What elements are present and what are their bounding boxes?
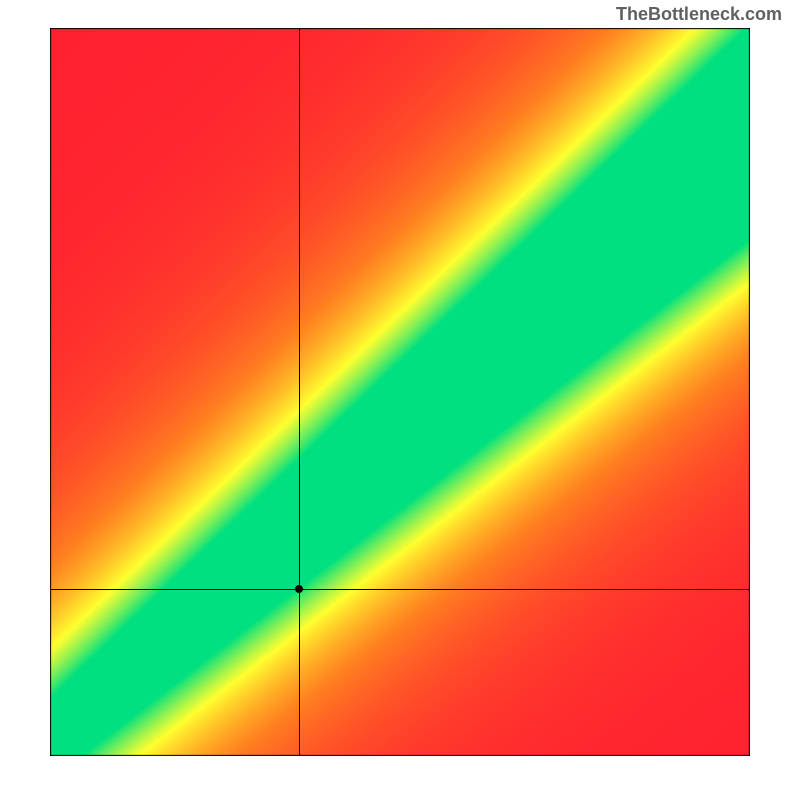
heatmap-chart: [50, 28, 750, 756]
heatmap-canvas: [50, 28, 750, 756]
crosshair-vertical: [299, 28, 300, 756]
watermark-text: TheBottleneck.com: [616, 4, 782, 25]
marker-dot: [295, 585, 303, 593]
crosshair-horizontal: [50, 589, 750, 590]
